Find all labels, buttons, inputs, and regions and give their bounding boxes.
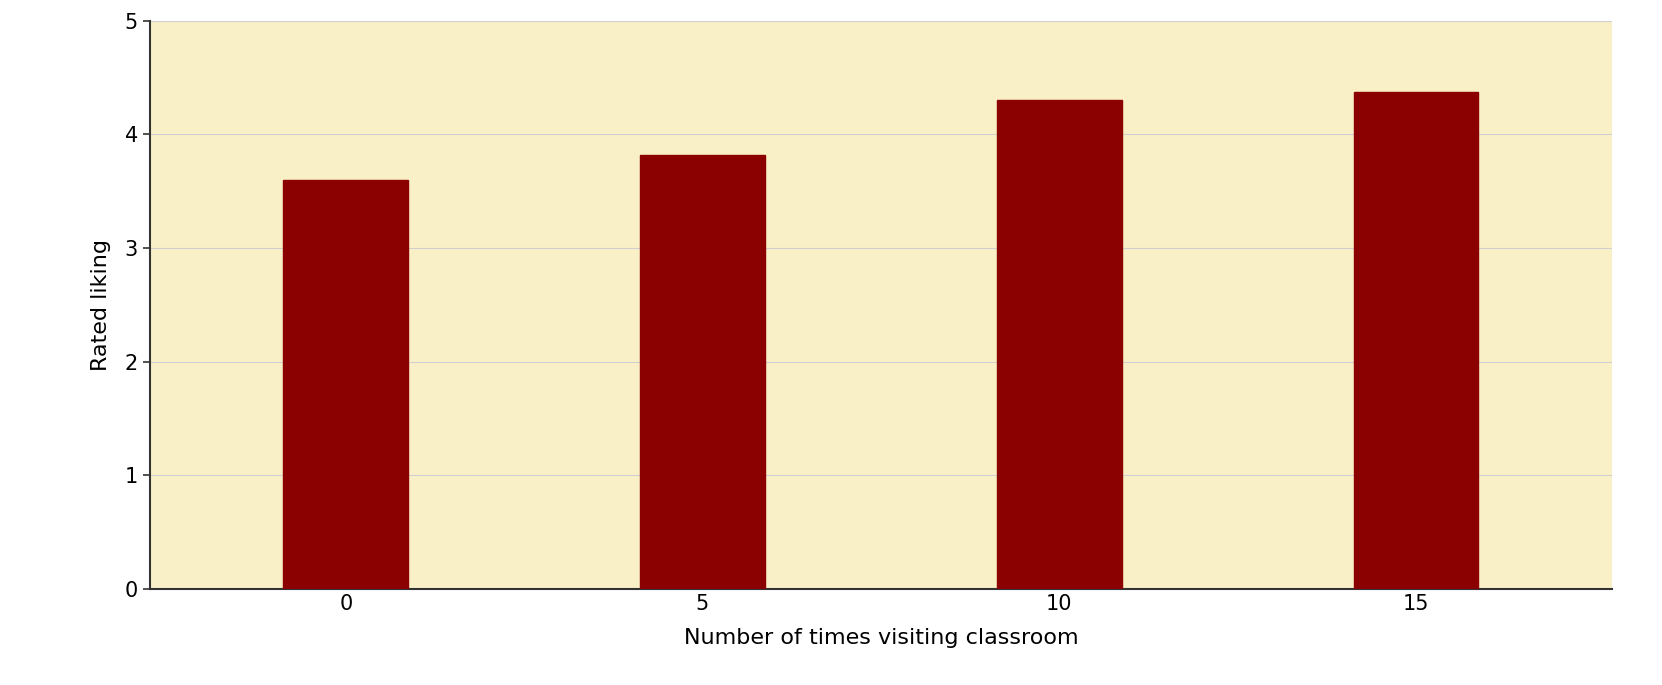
X-axis label: Number of times visiting classroom: Number of times visiting classroom [683,628,1079,648]
Y-axis label: Rated liking: Rated liking [91,239,111,371]
Bar [640,155,765,589]
Bar [1353,92,1479,589]
Bar [283,179,409,589]
Bar [997,100,1122,589]
